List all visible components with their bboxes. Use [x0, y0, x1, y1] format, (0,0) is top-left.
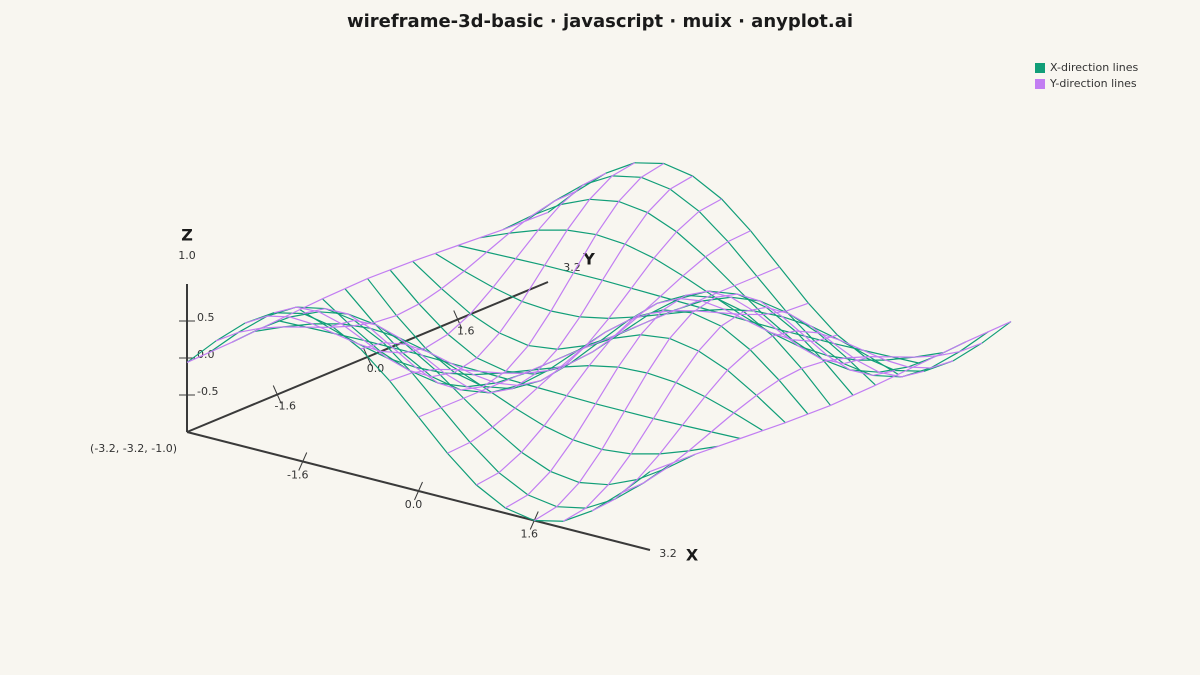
z-tick-label: 0.5	[197, 311, 215, 324]
axis-label: Z	[181, 226, 193, 245]
x-tick	[414, 481, 423, 501]
x-tick-label: -1.6	[287, 469, 308, 482]
y-direction-line	[215, 190, 578, 342]
y-direction-line	[505, 290, 867, 509]
y-tick	[272, 385, 282, 404]
x-tick-label: 0.0	[405, 498, 423, 511]
y-tick-label: 0.0	[367, 362, 385, 375]
y-direction-line	[591, 330, 954, 512]
axis-label: Y	[582, 250, 595, 269]
chart-title: wireframe-3d-basic · javascript · muix ·…	[347, 11, 853, 32]
y-direction-line	[273, 162, 636, 378]
y-direction-line	[302, 162, 665, 391]
y-direction-line	[331, 175, 693, 394]
y-tick-label: -1.6	[275, 400, 296, 413]
y-tick	[453, 310, 463, 329]
y-direction-line	[620, 342, 983, 494]
legend-label: Y-direction lines	[1049, 77, 1137, 90]
y-direction-line	[447, 302, 809, 454]
y-direction-line	[244, 172, 607, 354]
legend-swatch	[1035, 79, 1045, 89]
y-direction-line	[533, 293, 896, 522]
y-tick-label: 1.6	[457, 325, 475, 338]
y-direction-line	[360, 198, 722, 387]
y-direction-line	[562, 306, 925, 522]
y-direction-line	[389, 230, 751, 382]
legend-swatch	[1035, 63, 1045, 73]
origin-label: (-3.2, -3.2, -1.0)	[90, 442, 177, 455]
x-tick-label: 1.6	[521, 528, 539, 541]
legend-label: X-direction lines	[1050, 61, 1139, 74]
axis-label: X	[686, 546, 699, 565]
y-direction-line	[649, 321, 1012, 473]
x-tick	[298, 452, 308, 471]
y-direction-line	[418, 266, 780, 418]
z-tick-label: -0.5	[197, 385, 218, 398]
z-tick-label: 1.0	[178, 249, 196, 262]
y-direction-line	[186, 211, 549, 363]
x-tick-label: 3.2	[659, 547, 677, 560]
